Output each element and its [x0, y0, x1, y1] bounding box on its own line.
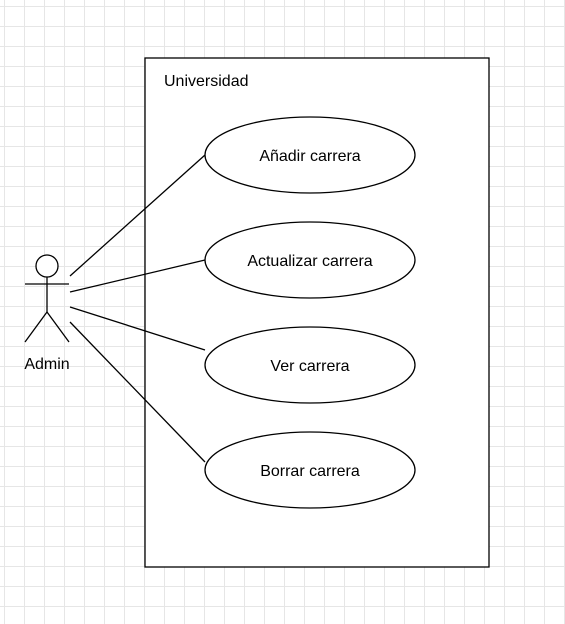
system-label: Universidad	[164, 73, 248, 90]
associations	[69, 154, 206, 463]
association-line-anadir[interactable]	[69, 154, 206, 277]
actor-label: Admin	[24, 356, 69, 373]
use-case-anadir-carrera[interactable]: Añadir carrera	[204, 116, 416, 194]
use-case-label: Borrar carrera	[260, 463, 360, 480]
use-case-ellipse	[204, 221, 416, 299]
actor-right-leg	[46, 311, 70, 343]
use-case-actualizar-carrera[interactable]: Actualizar carrera	[204, 221, 416, 299]
use-case-ellipse	[204, 116, 416, 194]
use-case-borrar-carrera[interactable]: Borrar carrera	[204, 431, 416, 509]
use-case-label: Añadir carrera	[259, 148, 360, 165]
use-case-label: Actualizar carrera	[247, 253, 372, 270]
actor-left-leg	[24, 311, 48, 343]
use-case-ellipse	[204, 326, 416, 404]
association-line-actualizar[interactable]	[69, 259, 206, 293]
association-line-ver[interactable]	[69, 306, 206, 351]
use-case-label: Ver carrera	[270, 358, 349, 375]
use-case-ver-carrera[interactable]: Ver carrera	[204, 326, 416, 404]
use-case-ellipse	[204, 431, 416, 509]
actor-head	[35, 254, 59, 278]
actor-admin[interactable]	[24, 254, 70, 343]
association-line-borrar[interactable]	[69, 321, 206, 463]
